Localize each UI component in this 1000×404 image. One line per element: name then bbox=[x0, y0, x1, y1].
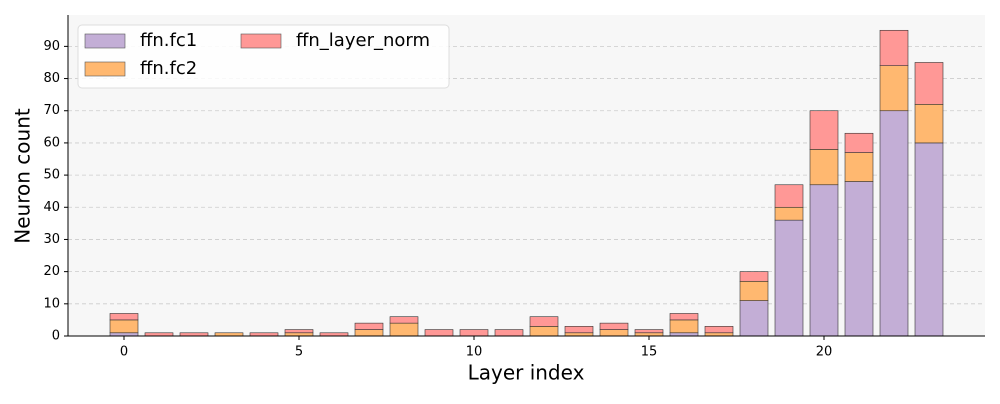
bar-segment bbox=[109, 313, 139, 321]
y-tick-label: 30 bbox=[43, 232, 60, 247]
bar-segment bbox=[914, 62, 944, 105]
bar-segment bbox=[809, 110, 839, 150]
bar-segment bbox=[914, 142, 944, 337]
x-tick-label: 15 bbox=[641, 345, 658, 360]
bar-segment bbox=[564, 326, 594, 334]
y-tick-label: 10 bbox=[43, 296, 60, 311]
x-tick-label: 10 bbox=[466, 345, 483, 360]
y-tick-label: 60 bbox=[43, 135, 60, 150]
bar-segment bbox=[774, 206, 804, 221]
bar-segment bbox=[599, 329, 629, 337]
bar-segment bbox=[109, 319, 139, 334]
legend-label: ffn.fc2 bbox=[140, 58, 197, 79]
y-tick-label: 40 bbox=[43, 200, 60, 215]
legend-label: ffn_layer_norm bbox=[296, 30, 430, 51]
bar-segment bbox=[774, 219, 804, 337]
y-tick-label: 20 bbox=[43, 264, 60, 279]
bar-segment bbox=[389, 322, 419, 337]
bar-segment bbox=[879, 65, 909, 112]
y-tick-label: 80 bbox=[43, 71, 60, 86]
bar-segment bbox=[844, 132, 874, 153]
bar-segment bbox=[844, 181, 874, 337]
bar-segment bbox=[739, 300, 769, 337]
bar-segment bbox=[634, 329, 664, 334]
legend-box bbox=[77, 24, 450, 89]
x-axis-label: Layer index bbox=[468, 361, 585, 385]
x-tick-label: 5 bbox=[295, 345, 303, 360]
y-tick-label: 90 bbox=[43, 39, 60, 54]
bar-segment bbox=[809, 184, 839, 337]
bar-segment bbox=[879, 110, 909, 337]
bar-segment bbox=[389, 316, 419, 324]
bar-segment bbox=[284, 329, 314, 334]
bar-segment bbox=[774, 184, 804, 208]
bar-segment bbox=[459, 329, 489, 337]
y-tick-label: 0 bbox=[52, 329, 60, 344]
legend-label: ffn.fc1 bbox=[140, 30, 197, 51]
y-tick-label: 70 bbox=[43, 103, 60, 118]
bar-segment bbox=[529, 326, 559, 337]
bar-segment bbox=[424, 329, 454, 337]
bar-segment bbox=[354, 329, 384, 337]
bar-segment bbox=[739, 280, 769, 301]
bar-segment bbox=[669, 313, 699, 321]
bar-segment bbox=[599, 322, 629, 330]
bar-segment bbox=[914, 104, 944, 144]
legend-swatch bbox=[84, 61, 126, 77]
bar-segment bbox=[529, 316, 559, 327]
bar-segment bbox=[494, 329, 524, 337]
y-tick-label: 50 bbox=[43, 168, 60, 183]
legend-swatch bbox=[240, 33, 282, 49]
bar-segment bbox=[354, 322, 384, 330]
bar-segment bbox=[879, 29, 909, 66]
x-tick-label: 20 bbox=[816, 345, 833, 360]
y-axis-label: Neuron count bbox=[11, 108, 35, 244]
bar-segment bbox=[809, 149, 839, 186]
bar-segment bbox=[844, 152, 874, 182]
x-tick-label: 0 bbox=[120, 345, 128, 360]
bar-segment bbox=[739, 271, 769, 282]
bar-segment bbox=[704, 326, 734, 334]
bar-segment bbox=[669, 319, 699, 334]
legend-swatch bbox=[84, 33, 126, 49]
